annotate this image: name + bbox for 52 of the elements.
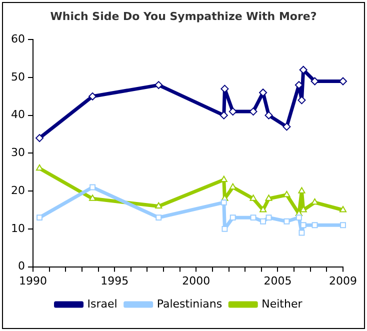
point [283,190,290,198]
chart-title: Which Side Do You Sympathize With More? [49,10,318,23]
point [36,134,44,142]
point [228,108,237,116]
point [264,111,273,120]
point [340,222,346,228]
point [90,184,96,190]
point [298,96,306,104]
point [296,214,302,221]
point [250,194,257,201]
point [312,222,318,228]
point [222,226,228,232]
x-tick-label: 2009 [329,274,358,288]
point [311,198,318,205]
point [220,84,229,93]
y-tick-label: 40 [10,108,25,122]
legend-label: Israel [87,297,118,310]
point [220,199,227,206]
point [88,92,97,100]
point [339,206,347,212]
x-tick-label: 1990 [18,274,47,288]
point [282,122,291,131]
point [260,218,266,224]
point [89,194,96,201]
y-tick-label: 10 [10,222,25,235]
point [249,108,258,116]
y-tick-label: 60 [10,32,25,46]
point [260,206,267,212]
point [250,214,256,221]
point [298,230,305,236]
point [339,77,348,86]
x-tick-label: 2005 [264,274,292,288]
point [36,214,42,221]
y-tick-label: 20 [10,184,25,197]
x-tick-label: 1995 [100,274,129,288]
point [284,218,290,224]
y-tick-label: 50 [10,70,25,84]
legend-label: Neither [262,297,303,310]
y-tick-label: 0 [18,260,25,273]
x-tick-label: 2000 [182,274,210,288]
point [265,194,272,201]
legend-label: Palestinians [156,297,222,310]
point [229,183,236,190]
y-tick-label: 30 [10,146,25,160]
point [298,187,306,194]
point [155,202,162,208]
point [310,77,319,86]
point [266,214,272,221]
point [299,66,308,74]
point [154,81,163,90]
point [230,214,236,221]
point [156,214,162,221]
